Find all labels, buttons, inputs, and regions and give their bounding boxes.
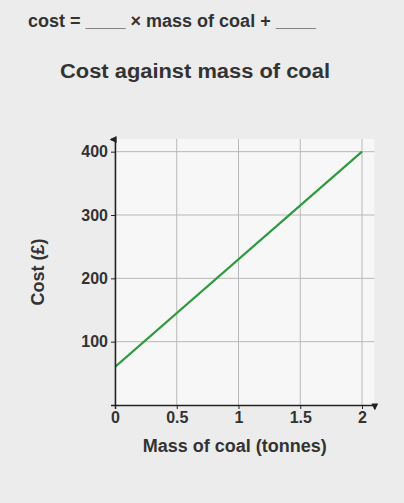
chart: cost = ____ × mass of coal + ____ Cost ag… <box>0 0 404 503</box>
y-axis-title: Cost (£) <box>28 238 48 305</box>
plot-area <box>115 139 374 405</box>
annotation: cost = ____ × mass of coal + ____ <box>28 11 317 31</box>
tick: 100 <box>81 333 115 350</box>
tick-label: 300 <box>81 207 108 224</box>
grid-line <box>300 139 301 405</box>
axis-line <box>116 406 375 410</box>
x-axis: 0 0.5 1 1.5 2 <box>111 405 375 426</box>
grid-line <box>115 341 374 342</box>
tick: 400 <box>81 143 115 160</box>
tick-mark <box>111 152 115 153</box>
grid-line <box>115 151 374 152</box>
grid-line <box>238 139 239 405</box>
tick-label: 0 <box>111 409 120 426</box>
tick-mark <box>111 278 115 279</box>
title: Cost against mass of coal <box>60 60 330 82</box>
grid-line <box>115 278 374 279</box>
line <box>115 152 362 367</box>
grid-line <box>176 139 177 405</box>
axis-line <box>111 140 116 406</box>
tick-label: 200 <box>81 270 108 287</box>
x-axis-title: Mass of coal (tonnes) <box>143 436 327 456</box>
tick-label: 0.5 <box>166 409 188 426</box>
tick: 2 <box>358 405 367 426</box>
grid-line <box>362 139 363 405</box>
tick-label: 1.5 <box>290 409 312 426</box>
tick: 300 <box>81 207 115 224</box>
grid-line <box>115 215 374 216</box>
tick-label: 400 <box>81 143 108 160</box>
tick-label: 100 <box>81 333 108 350</box>
tick-mark <box>111 215 115 216</box>
tick: 0.5 <box>166 405 188 426</box>
tick: 0 <box>111 405 120 426</box>
tick-mark <box>111 342 115 343</box>
tick-label: 2 <box>358 409 367 426</box>
tick-label: 1 <box>235 409 244 426</box>
tick: 1 <box>235 405 244 426</box>
plot-data <box>115 152 362 367</box>
y-axis: 100 200 300 400 <box>81 140 115 406</box>
tick: 200 <box>81 270 115 287</box>
grid <box>115 139 374 405</box>
tick: 1.5 <box>290 405 312 426</box>
